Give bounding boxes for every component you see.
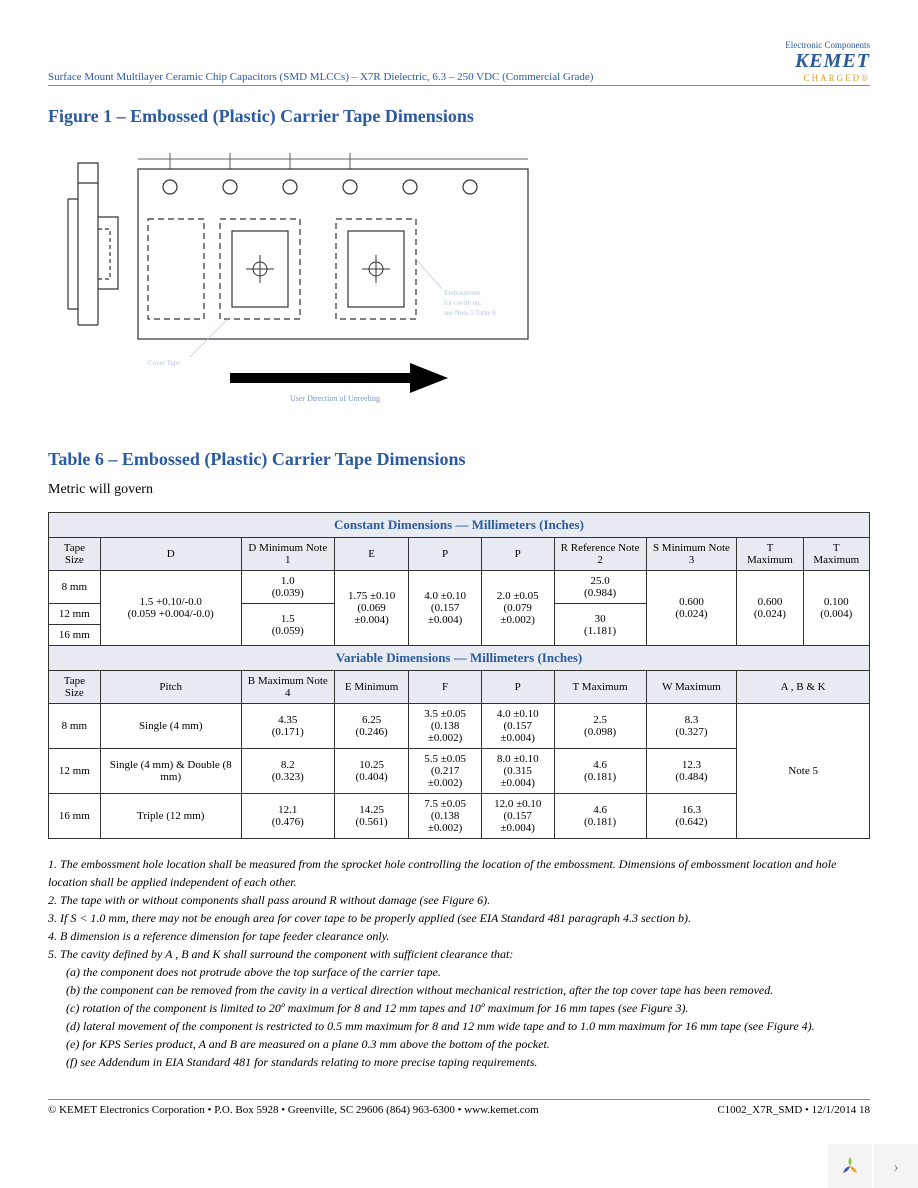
footer-right: C1002_X7R_SMD • 12/1/2014 18 bbox=[717, 1104, 870, 1116]
col-t1: T Maximum bbox=[737, 538, 803, 571]
cell: Note 5 bbox=[737, 704, 870, 839]
col-r: R Reference Note 2 bbox=[554, 538, 646, 571]
svg-text:Cover Tape: Cover Tape bbox=[148, 359, 180, 367]
note-5d: (d) lateral movement of the component is… bbox=[48, 1017, 870, 1035]
cell: 8.0 ±0.10(0.315 ±0.004) bbox=[481, 749, 554, 794]
pager-logo-icon[interactable] bbox=[828, 1144, 872, 1188]
cell: Single (4 mm) & Double (8 mm) bbox=[100, 749, 241, 794]
cell: 0.600(0.024) bbox=[646, 571, 737, 646]
cell: 1.75 ±0.10(0.069 ±0.004) bbox=[334, 571, 408, 646]
cell: 12 mm bbox=[49, 604, 101, 625]
cell: 10.25(0.404) bbox=[334, 749, 408, 794]
vcol-b: B Maximum Note 4 bbox=[241, 671, 334, 704]
pager: › bbox=[828, 1144, 918, 1188]
col-p2: P bbox=[481, 538, 554, 571]
cell: 12.1(0.476) bbox=[241, 794, 334, 839]
note-4: 4. B dimension is a reference dimension … bbox=[48, 927, 870, 945]
cell: 5.5 ±0.05(0.217 ±0.002) bbox=[409, 749, 482, 794]
brand-main: KEMET bbox=[785, 50, 870, 73]
cell: 0.600(0.024) bbox=[737, 571, 803, 646]
col-dmin: D Minimum Note 1 bbox=[241, 538, 334, 571]
figure1-diagram: User Direction of Unreeling Cover Tape E… bbox=[60, 139, 540, 419]
svg-text:for cavity etc.: for cavity etc. bbox=[444, 299, 483, 307]
cell: 3.5 ±0.05(0.138 ±0.002) bbox=[409, 704, 482, 749]
notes-block: 1. The embossment hole location shall be… bbox=[48, 855, 870, 1071]
note-5: 5. The cavity defined by A , B and K sha… bbox=[48, 945, 870, 963]
note-5e: (e) for KPS Series product, A and B are … bbox=[48, 1035, 870, 1053]
arrow-label: User Direction of Unreeling bbox=[290, 394, 380, 403]
col-tape: Tape Size bbox=[49, 538, 101, 571]
vcol-abk: A , B & K bbox=[737, 671, 870, 704]
vcol-t: T Maximum bbox=[554, 671, 646, 704]
cell: 8.3(0.327) bbox=[646, 704, 737, 749]
next-page-button[interactable]: › bbox=[874, 1144, 918, 1188]
cell: 16 mm bbox=[49, 794, 101, 839]
cell: 1.0(0.039) bbox=[241, 571, 334, 604]
note-5c: (c) rotation of the component is limited… bbox=[48, 999, 870, 1017]
cell: 8.2(0.323) bbox=[241, 749, 334, 794]
variable-section-header: Variable Dimensions — Millimeters (Inche… bbox=[49, 646, 870, 671]
cell: Single (4 mm) bbox=[100, 704, 241, 749]
vcol-e: E Minimum bbox=[334, 671, 408, 704]
cell: 1.5(0.059) bbox=[241, 604, 334, 646]
cell: 2.0 ±0.05(0.079 ±0.002) bbox=[481, 571, 554, 646]
cell: 16.3(0.642) bbox=[646, 794, 737, 839]
vcol-w: W Maximum bbox=[646, 671, 737, 704]
note-1: 1. The embossment hole location shall be… bbox=[48, 855, 870, 891]
figure1-title: Figure 1 – Embossed (Plastic) Carrier Ta… bbox=[48, 106, 870, 127]
table6-constant: Constant Dimensions — Millimeters (Inche… bbox=[48, 512, 870, 839]
cell: 16 mm bbox=[49, 625, 101, 646]
note-5a: (a) the component does not protrude abov… bbox=[48, 963, 870, 981]
cell: 6.25(0.246) bbox=[334, 704, 408, 749]
brand-logo: Electronic Components KEMET CHARGED® bbox=[785, 40, 870, 83]
cell: 12 mm bbox=[49, 749, 101, 794]
cell: Triple (12 mm) bbox=[100, 794, 241, 839]
svg-text:Embossment: Embossment bbox=[444, 289, 480, 297]
svg-text:see Note 5 Table 6: see Note 5 Table 6 bbox=[444, 309, 496, 317]
cell: 4.6(0.181) bbox=[554, 749, 646, 794]
cell: 2.5(0.098) bbox=[554, 704, 646, 749]
cell: 14.25(0.561) bbox=[334, 794, 408, 839]
col-e: E bbox=[334, 538, 408, 571]
note-5b: (b) the component can be removed from th… bbox=[48, 981, 870, 999]
note-2: 2. The tape with or without components s… bbox=[48, 891, 870, 909]
note-3: 3. If S < 1.0 mm, there may not be enoug… bbox=[48, 909, 870, 927]
note-5f: (f) see Addendum in EIA Standard 481 for… bbox=[48, 1053, 870, 1071]
col-p1: P bbox=[409, 538, 482, 571]
brand-tag: CHARGED® bbox=[785, 73, 870, 83]
cell: 25.0(0.984) bbox=[554, 571, 646, 604]
cell: 8 mm bbox=[49, 571, 101, 604]
vcol-pitch: Pitch bbox=[100, 671, 241, 704]
cell: 4.0 ±0.10(0.157 ±0.004) bbox=[481, 704, 554, 749]
cell: 0.100(0.004) bbox=[803, 571, 869, 646]
cell: 12.3(0.484) bbox=[646, 749, 737, 794]
col-d: D bbox=[100, 538, 241, 571]
metric-govern: Metric will govern bbox=[48, 482, 870, 498]
cell: 4.6(0.181) bbox=[554, 794, 646, 839]
vcol-tape: Tape Size bbox=[49, 671, 101, 704]
vcol-f: F bbox=[409, 671, 482, 704]
product-line: Surface Mount Multilayer Ceramic Chip Ca… bbox=[48, 71, 593, 83]
cell: 4.0 ±0.10(0.157 ±0.004) bbox=[409, 571, 482, 646]
table6-title: Table 6 – Embossed (Plastic) Carrier Tap… bbox=[48, 449, 870, 470]
cell: 30(1.181) bbox=[554, 604, 646, 646]
col-s: S Minimum Note 3 bbox=[646, 538, 737, 571]
page-header: Surface Mount Multilayer Ceramic Chip Ca… bbox=[48, 40, 870, 86]
page-footer: © KEMET Electronics Corporation • P.O. B… bbox=[48, 1099, 870, 1116]
cell: 4.35(0.171) bbox=[241, 704, 334, 749]
cell: 1.5 +0.10/-0.0(0.059 +0.004/-0.0) bbox=[100, 571, 241, 646]
col-t2: T Maximum bbox=[803, 538, 869, 571]
constant-section-header: Constant Dimensions — Millimeters (Inche… bbox=[49, 513, 870, 538]
footer-left: © KEMET Electronics Corporation • P.O. B… bbox=[48, 1104, 539, 1116]
vcol-p: P bbox=[481, 671, 554, 704]
cell: 12.0 ±0.10(0.157 ±0.004) bbox=[481, 794, 554, 839]
cell: 8 mm bbox=[49, 704, 101, 749]
cell: 7.5 ±0.05(0.138 ±0.002) bbox=[409, 794, 482, 839]
brand-top: Electronic Components bbox=[785, 40, 870, 50]
